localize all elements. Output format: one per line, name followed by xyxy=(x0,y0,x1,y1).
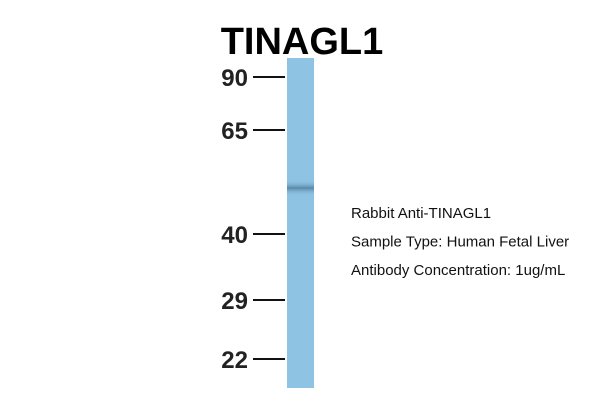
annotation: Sample Type: Human Fetal Liver xyxy=(351,234,569,251)
marker-label: 40 xyxy=(221,222,248,249)
title: TINAGL1 xyxy=(221,21,384,63)
marker-label: 65 xyxy=(221,118,248,145)
annotation: Antibody Concentration: 1ug/mL xyxy=(351,262,565,279)
marker-label: 22 xyxy=(221,347,248,374)
marker-label: 90 xyxy=(221,65,248,92)
annotation-group: Rabbit Anti-TINAGL1 Sample Type: Human Fe… xyxy=(351,205,569,279)
lane xyxy=(287,58,314,388)
annotation: Rabbit Anti-TINAGL1 xyxy=(351,205,491,222)
marker-label: 29 xyxy=(221,288,248,315)
marker-group: 90 65 40 29 22 xyxy=(221,65,285,374)
band xyxy=(287,180,314,196)
